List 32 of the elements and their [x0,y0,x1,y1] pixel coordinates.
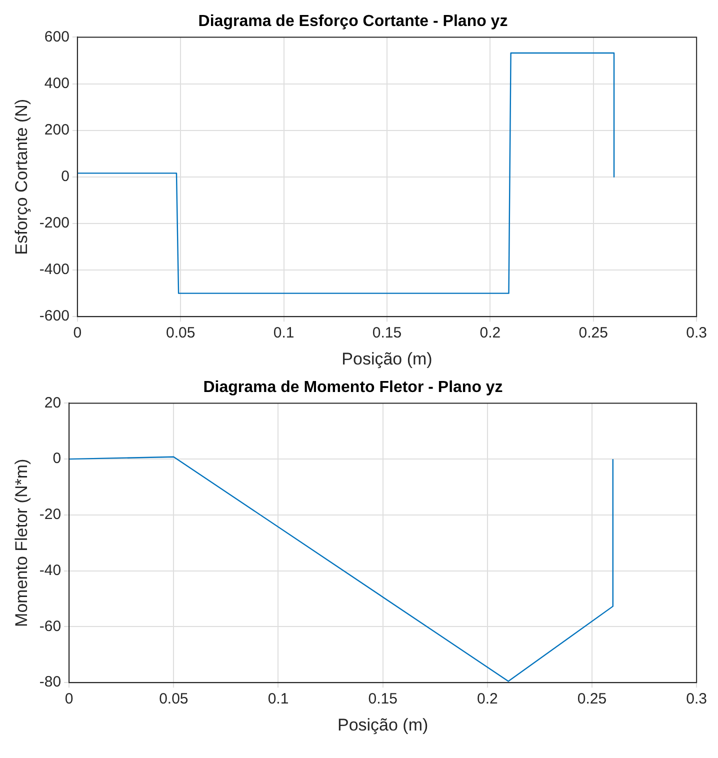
y-tick-label: -600 [39,308,70,325]
y-tick-label: -60 [39,618,62,635]
y-tick-label: -40 [39,562,62,579]
x-tick-label: 0.2 [480,324,501,342]
y-tick-label: -200 [39,214,70,232]
x-tick-label: 0.05 [159,690,188,708]
chart-title: Diagrama de Momento Fletor - Plano yz [203,379,503,396]
y-axis-title: Momento Fletor (N*m) [12,458,31,627]
y-tick-label: -20 [39,506,62,524]
y-tick-label: 600 [44,28,70,46]
y-axis-title: Esforço Cortante (N) [12,98,31,255]
x-tick-label: 0 [73,324,82,342]
y-tick-label: -400 [39,261,70,278]
x-tick-label: 0.25 [577,690,607,708]
y-tick-label: 20 [44,394,62,412]
x-tick-label: 0.3 [686,690,708,708]
y-tick-label: 200 [44,121,70,138]
x-tick-label: 0.25 [578,324,608,342]
y-tick-label: -80 [39,674,62,691]
x-tick-label: 0.15 [368,690,398,708]
x-axis-title: Posição (m) [342,349,432,368]
x-axis-title: Posição (m) [337,715,428,734]
x-tick-label: 0.1 [268,690,289,708]
x-tick-label: 0.1 [273,324,294,342]
x-tick-label: 0.15 [372,324,402,342]
y-tick-label: 0 [52,450,62,468]
x-tick-label: 0.2 [476,690,498,708]
x-tick-label: 0.05 [166,324,196,342]
y-tick-label: 0 [61,168,70,186]
chart-title: Diagrama de Esforço Cortante - Plano yz [198,13,508,30]
x-tick-label: 0.3 [686,324,708,342]
y-tick-label: 400 [44,74,70,92]
